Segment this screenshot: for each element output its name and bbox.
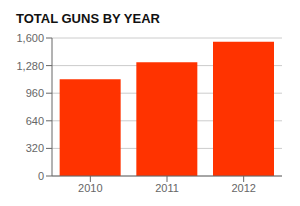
svg-text:2012: 2012 bbox=[231, 182, 255, 194]
svg-text:640: 640 bbox=[26, 115, 44, 127]
svg-text:2010: 2010 bbox=[78, 182, 102, 194]
svg-text:0: 0 bbox=[38, 170, 44, 182]
svg-text:960: 960 bbox=[26, 87, 44, 99]
html-text:TOTAL GUNS BY YEAR: TOTAL GUNS BY YEAR bbox=[16, 11, 160, 26]
svg-text:1,600: 1,600 bbox=[16, 32, 44, 44]
svg-text:1,280: 1,280 bbox=[16, 60, 44, 72]
svg-text:320: 320 bbox=[26, 142, 44, 154]
svg-text:2011: 2011 bbox=[155, 182, 179, 194]
